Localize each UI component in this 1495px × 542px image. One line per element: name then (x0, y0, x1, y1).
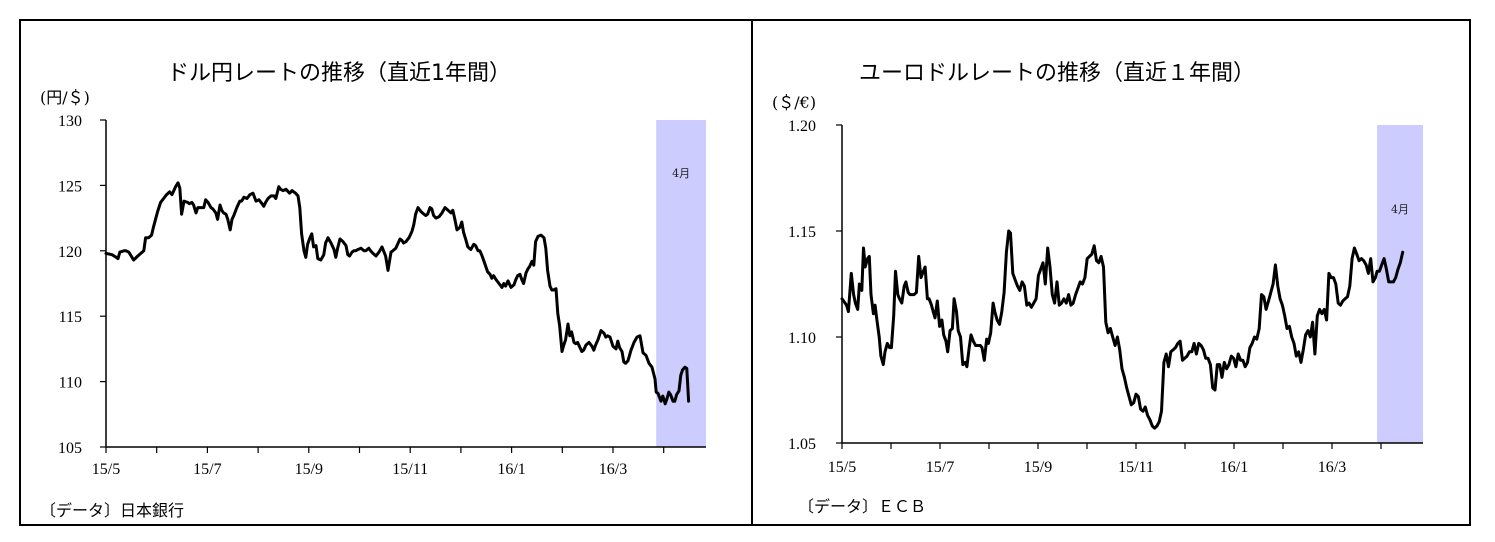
highlight-label: 4月 (1391, 203, 1409, 216)
y-tick-label: 120 (58, 244, 82, 261)
y-tick-label: 1.05 (788, 436, 816, 453)
eurusd-chart-title: ユーロドルレートの推移（直近１年間） (859, 61, 1256, 86)
series-line (104, 181, 691, 406)
eurusd-data-source: 〔データ〕ＥＣＢ (798, 497, 927, 516)
x-tick-label: 15/11 (1118, 459, 1154, 476)
x-tick-label: 16/3 (599, 461, 627, 478)
y-tick-label: 110 (59, 375, 82, 392)
usdjpy-data-source: 〔データ〕日本銀行 (40, 501, 185, 520)
x-tick-label: 15/11 (392, 461, 428, 478)
y-tick-label: 1.10 (788, 330, 816, 347)
eurusd-line-chart: 4月 1.20 1.15 1.10 1.05 15/5 15/7 15/9 15/11 16/1 1… (788, 118, 1423, 476)
x-tick-label: 15/7 (193, 461, 221, 478)
eurusd-y-unit: (＄/€) (772, 93, 817, 112)
series-line (840, 229, 1405, 430)
y-tick-label: 1.15 (788, 224, 816, 241)
y-tick-label: 115 (59, 309, 82, 326)
highlight-label: 4月 (672, 167, 690, 180)
panel-divider (751, 19, 753, 526)
x-tick-label: 15/5 (828, 459, 856, 476)
usdjpy-chart-title: ドル円レートの推移（直近1年間） (167, 61, 511, 86)
x-tick-label: 16/1 (497, 461, 525, 478)
x-tick-label: 15/7 (926, 459, 954, 476)
eurusd-panel: ユーロドルレートの推移（直近１年間） (752, 19, 1471, 526)
y-tick-label: 105 (58, 440, 82, 457)
y-tick-label: 130 (58, 113, 82, 130)
y-tick-label: 125 (58, 178, 82, 195)
highlight-band-april (656, 120, 706, 447)
highlight-band-april (1377, 125, 1423, 443)
usdjpy-panel: ドル円レートの推移（直近1年間） (19, 19, 752, 526)
usdjpy-y-unit: (円/＄) (40, 88, 90, 107)
x-tick-label: 15/9 (295, 461, 323, 478)
y-tick-label: 1.20 (788, 118, 816, 135)
x-tick-label: 15/5 (92, 461, 120, 478)
figure-frame (19, 19, 1471, 526)
usdjpy-line-chart: 4月 130 125 120 115 110 105 15/5 15/7 15/9 15/11 16/… (58, 113, 706, 478)
x-tick-label: 16/1 (1220, 459, 1248, 476)
x-tick-label: 16/3 (1318, 459, 1346, 476)
x-tick-label: 15/9 (1024, 459, 1052, 476)
